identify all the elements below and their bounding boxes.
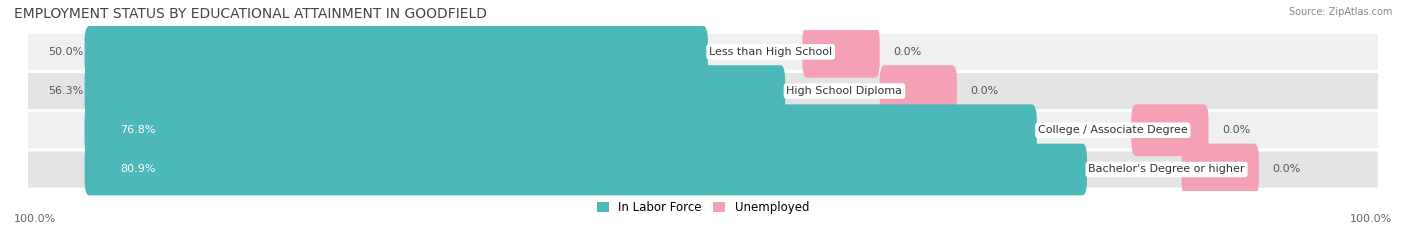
FancyBboxPatch shape — [1132, 104, 1209, 156]
FancyBboxPatch shape — [27, 151, 1379, 188]
FancyBboxPatch shape — [84, 144, 1087, 195]
Text: 100.0%: 100.0% — [14, 214, 56, 224]
FancyBboxPatch shape — [1181, 144, 1258, 195]
Text: Bachelor's Degree or higher: Bachelor's Degree or higher — [1088, 164, 1244, 175]
FancyBboxPatch shape — [84, 26, 707, 78]
Text: 100.0%: 100.0% — [1350, 214, 1392, 224]
Text: College / Associate Degree: College / Associate Degree — [1038, 125, 1188, 135]
Legend: In Labor Force, Unemployed: In Labor Force, Unemployed — [598, 201, 808, 214]
Text: 0.0%: 0.0% — [1222, 125, 1250, 135]
Text: 0.0%: 0.0% — [970, 86, 998, 96]
FancyBboxPatch shape — [27, 34, 1379, 70]
Text: 56.3%: 56.3% — [48, 86, 83, 96]
Text: 50.0%: 50.0% — [48, 47, 83, 57]
Text: Source: ZipAtlas.com: Source: ZipAtlas.com — [1288, 7, 1392, 17]
FancyBboxPatch shape — [27, 73, 1379, 109]
FancyBboxPatch shape — [84, 104, 1036, 156]
Text: Less than High School: Less than High School — [709, 47, 832, 57]
Text: 80.9%: 80.9% — [120, 164, 156, 175]
FancyBboxPatch shape — [880, 65, 957, 117]
FancyBboxPatch shape — [803, 26, 880, 78]
Text: High School Diploma: High School Diploma — [786, 86, 903, 96]
Text: 76.8%: 76.8% — [120, 125, 156, 135]
Text: 0.0%: 0.0% — [893, 47, 921, 57]
Text: EMPLOYMENT STATUS BY EDUCATIONAL ATTAINMENT IN GOODFIELD: EMPLOYMENT STATUS BY EDUCATIONAL ATTAINM… — [14, 7, 486, 21]
FancyBboxPatch shape — [27, 112, 1379, 148]
FancyBboxPatch shape — [84, 65, 785, 117]
Text: 0.0%: 0.0% — [1272, 164, 1301, 175]
